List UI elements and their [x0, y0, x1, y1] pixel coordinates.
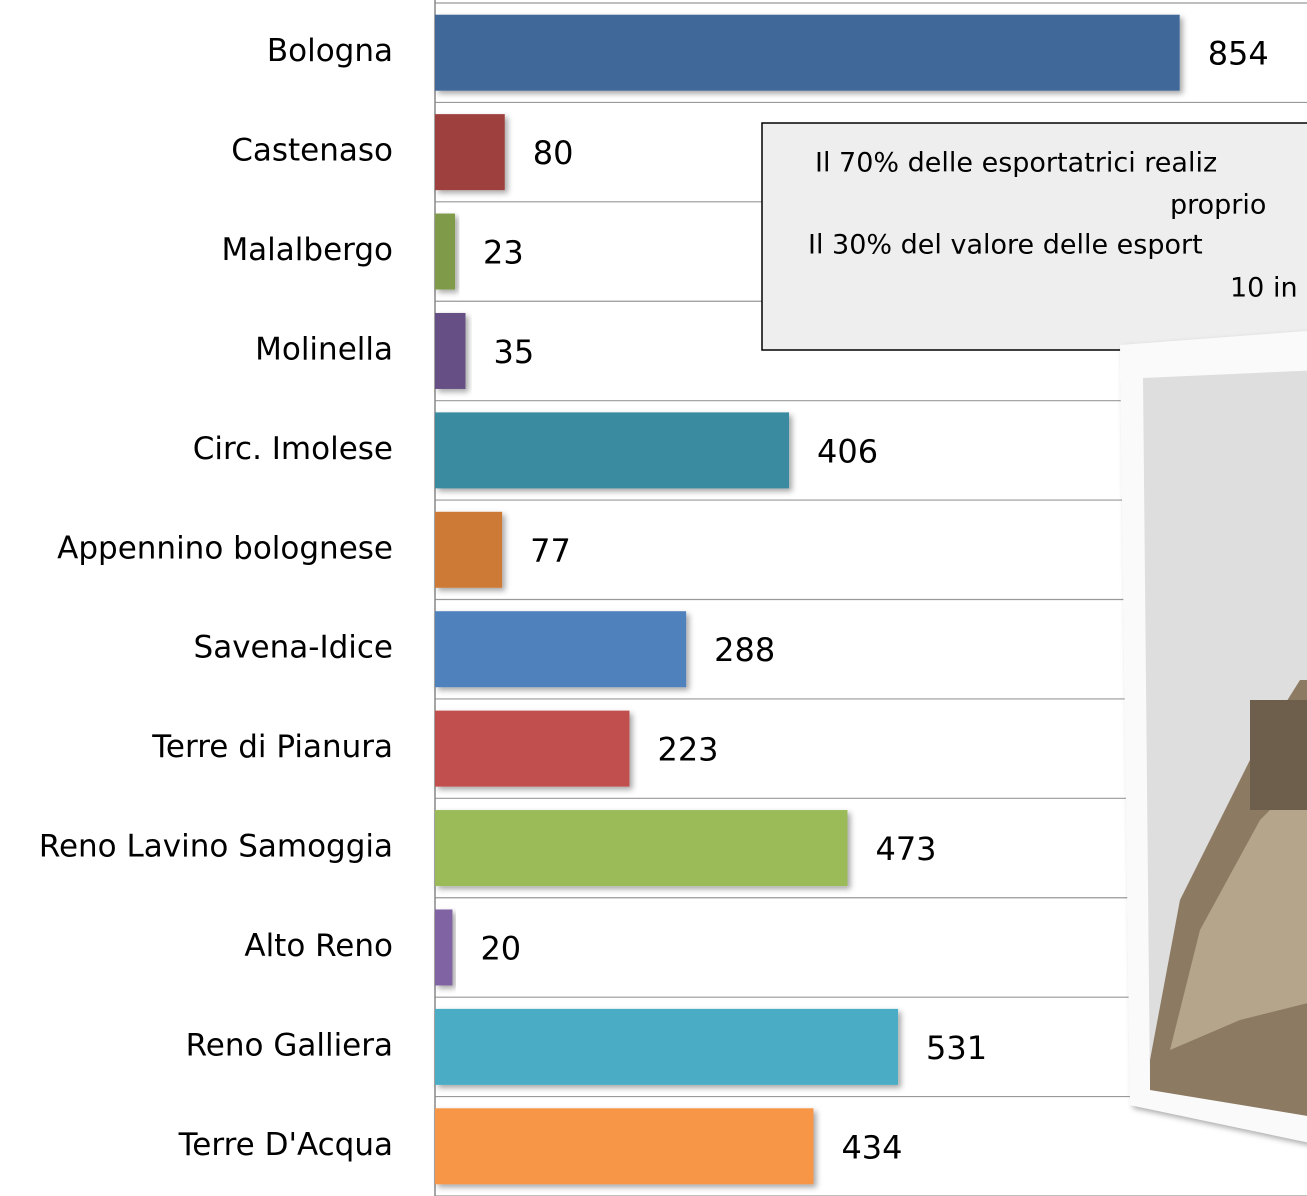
- category-label: Terre D'Acqua: [178, 1127, 393, 1163]
- category-label: Reno Galliera: [186, 1027, 393, 1063]
- value-label: 77: [530, 532, 571, 570]
- bar: [435, 412, 790, 489]
- bar: [435, 14, 1180, 91]
- value-label: 20: [480, 929, 521, 967]
- bar: [435, 909, 453, 986]
- bar: [435, 213, 456, 290]
- category-label: Terre di Pianura: [151, 729, 393, 765]
- photo: [1120, 330, 1307, 1143]
- value-label: 35: [494, 333, 535, 371]
- annotation-line: Il 70% delle esportatrici realiz: [815, 148, 1217, 179]
- category-label: Molinella: [255, 331, 393, 367]
- bar: [435, 114, 505, 191]
- bars: Bologna 854 Castenaso 80 Malalbergo 23 Molinel…: [39, 14, 1269, 1185]
- photo-tower: [1250, 700, 1307, 810]
- bar: [435, 511, 503, 588]
- category-label: Malalbergo: [221, 232, 393, 268]
- value-label: 473: [875, 830, 936, 868]
- category-label: Savena-Idice: [194, 630, 393, 666]
- bar: [435, 312, 466, 389]
- category-label: Appennino bolognese: [57, 530, 393, 566]
- category-label: Castenaso: [231, 133, 393, 169]
- bar: [435, 1008, 899, 1085]
- value-label: 854: [1208, 35, 1269, 73]
- value-label: 434: [841, 1128, 902, 1166]
- photo-walkway: [1170, 773, 1307, 1050]
- annotation-background: [761, 122, 1307, 351]
- category-label: Bologna: [267, 33, 393, 69]
- category-label: Circ. Imolese: [193, 431, 393, 467]
- annotation-line: Il 30% del valore delle esport: [808, 230, 1203, 261]
- value-label: 288: [714, 631, 775, 669]
- category-label: Reno Lavino Samoggia: [39, 829, 393, 865]
- value-label: 406: [817, 432, 878, 470]
- annotation-line: proprio: [1170, 190, 1266, 221]
- annotation-box: Il 70% delle esportatrici realiz proprio…: [761, 122, 1307, 351]
- value-label: 223: [657, 731, 718, 769]
- bar: [435, 710, 630, 787]
- value-label: 531: [926, 1029, 987, 1067]
- value-label: 23: [483, 234, 524, 272]
- annotation-line: 10 in: [1230, 273, 1298, 304]
- bar: [435, 810, 848, 887]
- category-label: Alto Reno: [244, 928, 393, 964]
- value-label: 80: [533, 134, 574, 172]
- bar: [435, 611, 687, 688]
- bar: [435, 1108, 814, 1185]
